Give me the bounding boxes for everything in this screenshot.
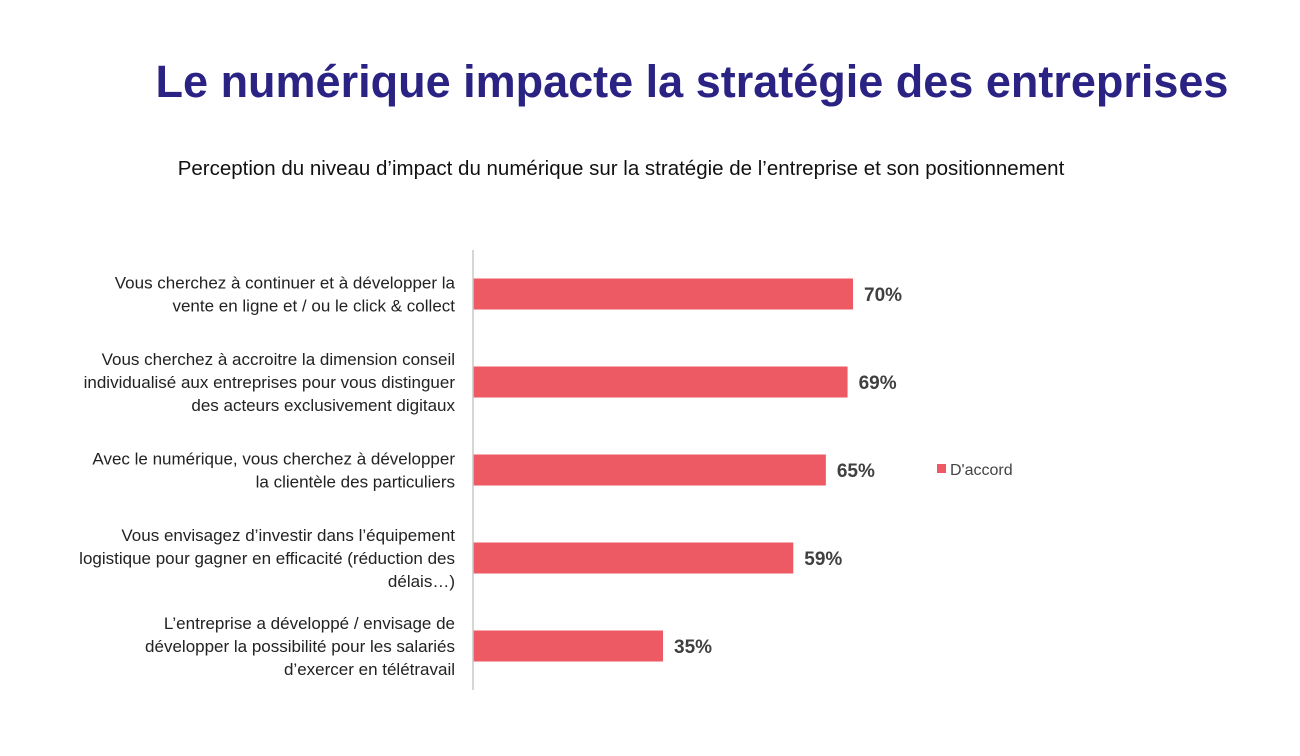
bar (473, 454, 826, 486)
data-label: 70% (864, 285, 902, 306)
category-label: Vous cherchez à continuer et à développe… (115, 274, 456, 316)
data-label: 69% (859, 373, 897, 394)
chart-subtitle: Perception du niveau d’impact du numériq… (177, 157, 1065, 180)
page-title: Le numérique impacte la stratégie des en… (155, 56, 1229, 107)
bar (473, 542, 794, 574)
legend-label: D'accord (950, 462, 1013, 479)
category-label: L’entreprise a développé / envisage de dé… (145, 614, 455, 679)
bar (473, 366, 848, 398)
data-label: 59% (804, 549, 842, 570)
category-label: Vous cherchez à accroitre la dimension c… (84, 350, 456, 415)
category-label: Avec le numérique, vous cherchez à dével… (92, 450, 455, 492)
bar (473, 630, 663, 662)
data-label: 35% (674, 637, 712, 658)
legend-swatch (937, 464, 946, 473)
data-label: 65% (837, 461, 875, 482)
category-label: Vous envisagez d’investir dans l’équipem… (79, 526, 455, 591)
bar (473, 278, 853, 310)
